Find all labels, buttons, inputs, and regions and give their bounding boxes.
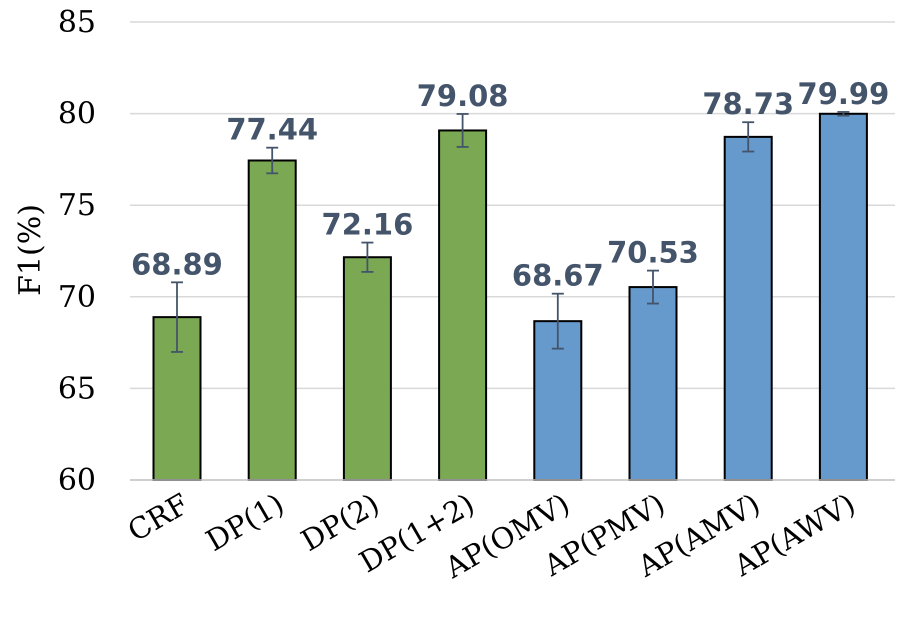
y-axis-ticks: 60 65 70 75 80 85	[58, 5, 96, 498]
x-axis-ticks: CRF DP(1) DP(2)DP(1+2)AP(OMV)AP(PMV)AP(AMV…	[122, 487, 861, 586]
y-tick-label: 85	[58, 5, 96, 40]
bar-ap-pmv	[628, 286, 678, 481]
y-axis-label: F1(%)	[13, 204, 48, 296]
bar-ap-amv	[723, 135, 773, 481]
y-tick-label: 70	[58, 280, 96, 315]
bar-ap-awv	[818, 112, 868, 481]
x-tick-label: CRF	[122, 487, 195, 549]
error-bars	[171, 111, 850, 353]
y-tick-label: 80	[58, 97, 96, 132]
data-label: 78.73	[702, 87, 794, 121]
error-bar	[742, 121, 755, 153]
gridlines	[130, 21, 895, 390]
data-label: 70.53	[607, 236, 699, 270]
x-tick-label: DP(1)	[200, 487, 290, 558]
error-bar	[171, 281, 183, 353]
data-label: 79.99	[798, 77, 890, 111]
bar-dp-2	[342, 256, 392, 481]
data-label: 68.67	[512, 259, 604, 293]
y-tick-label: 75	[58, 188, 96, 223]
data-label: 79.08	[417, 79, 509, 113]
bar-dp-1	[247, 159, 297, 481]
y-tick-label: 60	[58, 463, 96, 498]
y-tick-label: 65	[58, 371, 96, 406]
error-bar	[647, 269, 659, 305]
data-label: 77.44	[226, 113, 318, 147]
error-bar	[551, 292, 564, 350]
error-bar	[456, 113, 469, 148]
error-bar	[837, 111, 850, 117]
error-bar	[266, 146, 279, 175]
data-label: 72.16	[322, 208, 414, 242]
data-label: 68.89	[131, 247, 223, 281]
bar-dp-1-2	[438, 129, 488, 481]
bars	[152, 112, 868, 481]
error-bar	[361, 241, 374, 273]
